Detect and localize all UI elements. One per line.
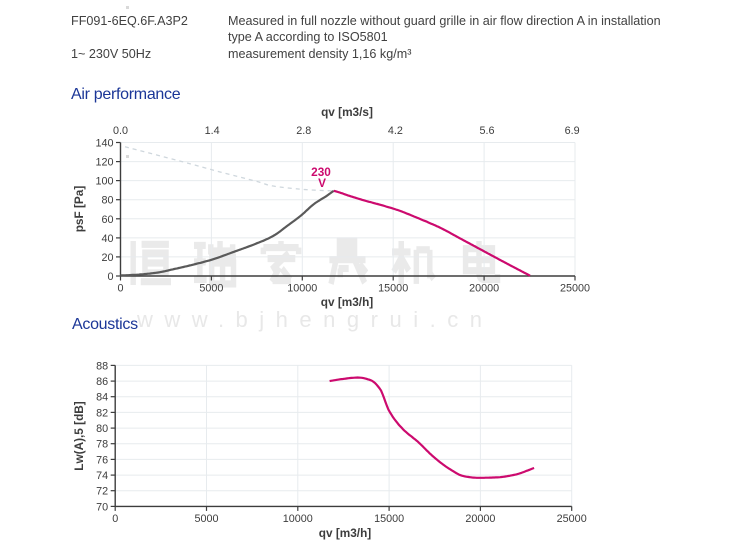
svg-text:Lw(A),5 [dB]: Lw(A),5 [dB] (72, 401, 86, 471)
svg-text:0: 0 (117, 283, 123, 295)
svg-text:1.4: 1.4 (205, 125, 220, 137)
svg-text:psF [Pa]: psF [Pa] (72, 186, 86, 233)
svg-text:qv [m3/h]: qv [m3/h] (319, 526, 372, 540)
svg-text:80: 80 (101, 195, 113, 207)
svg-text:100: 100 (95, 176, 113, 188)
svg-text:86: 86 (96, 376, 108, 388)
svg-text:76: 76 (96, 454, 108, 466)
svg-text:20000: 20000 (469, 283, 499, 295)
svg-text:60: 60 (101, 214, 113, 226)
svg-text:70: 70 (96, 501, 108, 513)
svg-text:6.9: 6.9 (565, 125, 580, 137)
svg-text:78: 78 (96, 439, 108, 451)
svg-text:84: 84 (96, 392, 108, 404)
svg-text:10000: 10000 (287, 283, 317, 295)
svg-text:25000: 25000 (557, 513, 587, 525)
svg-text:120: 120 (95, 157, 113, 169)
svg-text:15000: 15000 (374, 513, 404, 525)
svg-text:80: 80 (96, 423, 108, 435)
svg-text:V: V (318, 176, 326, 190)
svg-text:qv [m3/s]: qv [m3/s] (321, 105, 373, 119)
svg-text:20000: 20000 (465, 513, 495, 525)
svg-text:4.2: 4.2 (388, 125, 403, 137)
svg-text:10000: 10000 (283, 513, 313, 525)
svg-text:www.bjhengrui.cn: www.bjhengrui.cn (136, 307, 493, 332)
svg-text:20: 20 (101, 252, 113, 264)
svg-text:0: 0 (112, 513, 118, 525)
svg-text:88: 88 (96, 360, 108, 372)
svg-text:5.6: 5.6 (479, 125, 494, 137)
svg-text:15000: 15000 (378, 283, 408, 295)
svg-text:5000: 5000 (199, 283, 223, 295)
svg-text:qv [m3/h]: qv [m3/h] (321, 295, 374, 309)
svg-text:230: 230 (311, 165, 331, 179)
svg-text:0: 0 (107, 271, 113, 283)
svg-text:5000: 5000 (194, 513, 218, 525)
svg-text:72: 72 (96, 486, 108, 498)
svg-text:2.8: 2.8 (296, 125, 311, 137)
svg-text:74: 74 (96, 470, 108, 482)
svg-text:25000: 25000 (560, 283, 590, 295)
svg-text:40: 40 (101, 233, 113, 245)
svg-text:82: 82 (96, 407, 108, 419)
svg-text:0.0: 0.0 (113, 125, 128, 137)
svg-text:140: 140 (95, 138, 113, 150)
